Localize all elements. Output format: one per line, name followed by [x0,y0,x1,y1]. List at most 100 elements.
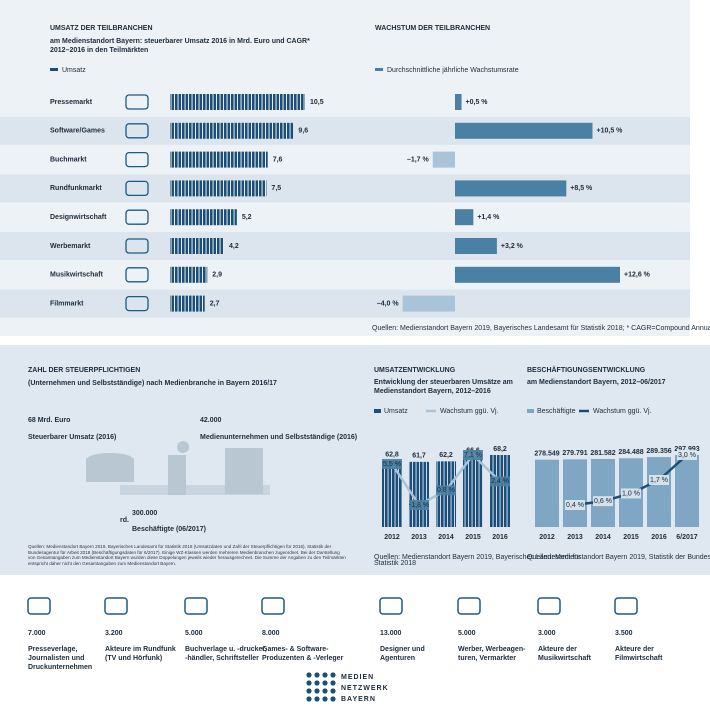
bar [647,457,671,527]
x-tick-label: 6/2017 [676,534,698,541]
bar [402,295,455,312]
label-box [621,488,641,499]
value-label: +8,5 % [570,185,593,192]
section-subtitle: (Unternehmen und Selbstständige) nach Me… [28,380,277,387]
value-label: -1,8 % [409,502,429,509]
icon [125,295,149,312]
bar [170,180,267,197]
stat-label: Beschäftigte (06/2017) [132,526,206,533]
value-label: +10,5 % [597,128,624,135]
icon [537,597,561,615]
value-label: +0,5 % [466,99,489,106]
bar [170,238,224,254]
icon [457,597,481,615]
value-label: 9,6 [298,128,308,135]
actor-label: Designer und [380,646,425,653]
source: Statistik 2018 [374,560,416,567]
x-tick-label: 2014 [595,534,611,541]
row-stripe [0,232,690,260]
icon [614,597,638,615]
value-label: 7,1 % [464,452,482,459]
icon [125,151,149,168]
bar [463,456,483,527]
actor-label: Journalisten und [28,655,84,662]
icon [261,597,285,615]
category-label: Rundfunkmarkt [50,185,102,192]
actor-label: Akteure der [615,646,654,653]
stat-number: 68 Mrd. Euro [28,417,70,424]
actor-number: 5.000 [458,630,476,637]
legend-label: Durchschnittliche jährliche Wachstumsrat… [387,67,519,74]
legend-swatch [374,409,381,413]
category-label: Werbemarkt [50,243,91,250]
bar [490,455,510,527]
value-label: 7,5 [271,185,281,192]
value-label: 0,6 % [594,498,612,505]
bar [382,460,402,527]
icon [125,209,149,225]
bar [170,122,294,139]
category-label: Musikwirtschaft [50,272,104,279]
actor-number: 13.000 [380,630,402,637]
chart-title: UMSATZENTWICKLUNG [374,367,456,374]
value-label: 4,2 [229,243,239,250]
label-box [593,496,613,507]
category-label: Buchmarkt [50,156,87,163]
logo-text: MEDIEN [341,674,374,681]
value-label: +1,4 % [477,214,500,221]
label-box [490,476,510,487]
bar [455,94,462,110]
chart-title: UMSATZ DER TEILBRANCHEN [50,25,153,32]
legend-label: Umsatz [384,408,408,415]
bar [675,455,699,527]
value-label: 0,4 % [566,502,584,509]
bar [455,238,497,254]
actor-label: Akteure der [538,646,577,653]
value-label: 61,7 [412,453,426,460]
value-label: 7,6 [273,156,283,163]
category-label: Filmmarkt [50,300,84,307]
icon [104,597,128,615]
value-label: 297.993 [674,446,699,453]
bar [409,461,429,527]
actor-number: 3.500 [615,630,633,637]
chart-subtitle: am Medienstandort Bayern: steuerbarer Um… [50,38,310,45]
actor-number: 3.000 [538,630,556,637]
chart-title: WACHSTUM DER TEILBRANCHEN [375,25,490,32]
logo-dots [306,672,336,702]
actor-label: Akteure im Rundfunk [105,646,176,653]
actor-label: Games- & Software- [262,646,329,653]
value-label: +3,2 % [501,243,524,250]
label-box [565,500,585,510]
icon [125,180,149,197]
category-label: Software/Games [50,128,105,135]
bar [563,459,587,527]
bar [170,94,305,110]
logo-text: NETZWERK [341,685,389,692]
bar [535,459,559,527]
x-tick-label: 2015 [623,534,639,541]
legend-swatch [50,68,58,71]
x-tick-label: 2012 [539,534,555,541]
chart-subtitle: Entwicklung der steuerbaren Umsätze am [374,379,513,386]
value-label: 1,7 % [650,477,668,484]
stat-number: 300.000 [132,510,157,517]
value-label: 284.488 [618,449,643,456]
bar [170,209,237,226]
value-label: 10,5 [310,99,324,106]
actor-number: 5.000 [185,630,203,637]
bar [455,180,567,197]
row-stripe [0,174,690,203]
value-label: 68,2 [493,446,507,453]
value-label: 5,5 % [383,461,401,468]
actor-number: 7.000 [28,630,46,637]
x-tick-label: 2016 [651,534,667,541]
stat-number: 42.000 [200,417,222,424]
value-label: 289.356 [646,448,671,455]
legend-label: Wachstum ggü. Vj. [440,408,499,415]
bar [170,151,268,168]
row-stripe [0,289,690,318]
x-tick-label: 2016 [492,534,508,541]
label-box [463,450,483,460]
